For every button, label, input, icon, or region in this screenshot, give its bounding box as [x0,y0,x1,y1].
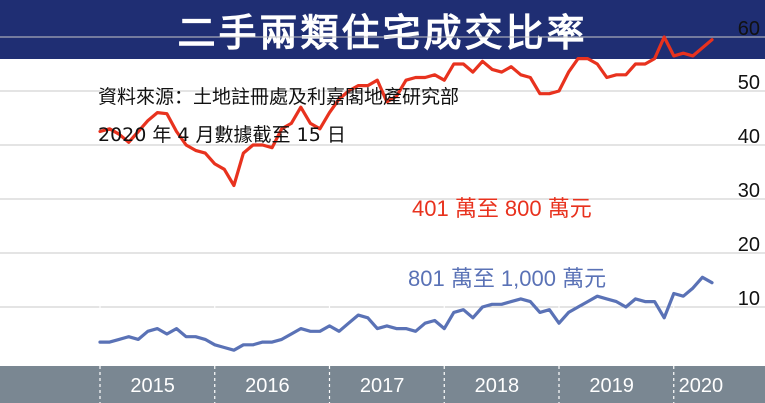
as-of-note: 2020 年 4 月數據截至 15 日 [98,124,346,146]
y-tick-label: 50 [738,72,760,94]
x-tick-label: 2016 [245,375,290,397]
series-line-801-1000 [98,275,714,352]
source-note: 資料來源：土地註冊處及利嘉閣地產研究部 [98,86,460,108]
x-tick-label: 2020 [679,375,724,397]
x-tick-label: 2018 [475,375,520,397]
x-tick-label: 2017 [360,375,405,397]
series-line-401-800 [98,35,714,188]
y-tick-label: 10 [738,288,760,310]
title-bar: 二手兩類住宅成交比率 [0,0,765,59]
y-tick-label: 60 [738,18,760,40]
chart-area [0,59,765,403]
x-tick-label: 2015 [130,375,175,397]
x-tick-label: 2019 [589,375,634,397]
y-tick-label: 30 [738,180,760,202]
chart-title: 二手兩類住宅成交比率 [177,11,588,55]
year-axis-band [0,366,765,403]
series-label-401-800: 401 萬至 800 萬元 [412,196,592,221]
y-tick-label: 40 [738,126,760,148]
series-label-801-1000: 801 萬至 1,000 萬元 [408,266,606,291]
y-tick-label: 20 [738,234,760,256]
